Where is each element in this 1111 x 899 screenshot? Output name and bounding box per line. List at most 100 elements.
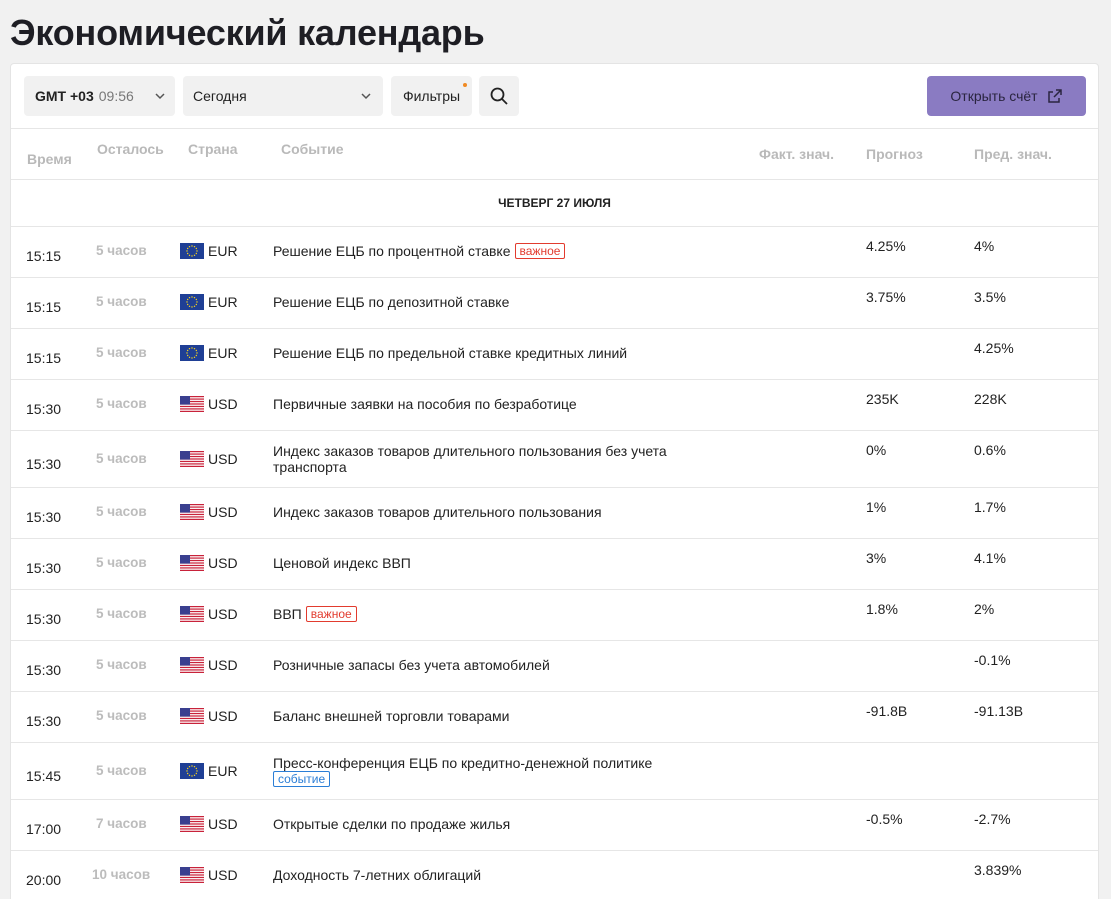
table-row[interactable]: 15:30 5 часов USD Баланс внешней торговли т… xyxy=(11,692,1098,743)
row-currency: USD xyxy=(208,555,238,571)
row-time-left: 5 часов xyxy=(96,243,147,258)
row-time-left: 5 часов xyxy=(96,657,147,672)
row-event-title: Решение ЕЦБ по процентной ставке xyxy=(273,243,511,259)
table-row[interactable]: 17:00 7 часов USD Открытые сделки по продаж… xyxy=(11,800,1098,851)
column-forecast: Прогноз xyxy=(866,146,923,162)
row-event[interactable]: Решение ЕЦБ по депозитной ставке xyxy=(273,294,703,310)
eu-flag-icon xyxy=(180,294,204,310)
row-time: 15:30 xyxy=(26,456,62,472)
row-time: 15:30 xyxy=(26,611,62,627)
table-row[interactable]: 15:45 5 часов EUR Пресс-конференция ЕЦБ по … xyxy=(11,743,1098,800)
search-button[interactable] xyxy=(479,76,519,116)
table-row[interactable]: 15:30 5 часов USD ВВП важное 1.8% 2% xyxy=(11,590,1098,641)
row-country: USD xyxy=(180,504,238,520)
row-prev: 3.839% xyxy=(974,862,1022,878)
table-row[interactable]: 15:30 5 часов USD Индекс заказов товаров дл… xyxy=(11,488,1098,539)
row-country: EUR xyxy=(180,345,238,361)
row-time: 15:30 xyxy=(26,509,62,525)
row-currency: USD xyxy=(208,396,238,412)
timezone-label: GMT +03 xyxy=(35,88,94,104)
open-account-button[interactable]: Открыть счёт xyxy=(927,76,1086,116)
us-flag-icon xyxy=(180,396,204,412)
row-forecast: -91.8B xyxy=(866,703,908,719)
row-country: USD xyxy=(180,451,238,467)
row-currency: USD xyxy=(208,504,238,520)
table-row[interactable]: 15:30 5 часов USD Индекс заказов товаров дл… xyxy=(11,431,1098,488)
row-event-title: Решение ЕЦБ по предельной ставке кредитн… xyxy=(273,345,628,361)
row-currency: EUR xyxy=(208,763,238,779)
us-flag-icon xyxy=(180,816,204,832)
row-country: USD xyxy=(180,657,238,673)
row-event-title: Индекс заказов товаров длительного польз… xyxy=(273,443,667,475)
row-time: 15:30 xyxy=(26,662,62,678)
column-country: Страна xyxy=(188,141,238,157)
row-time-left: 5 часов xyxy=(96,294,147,309)
row-currency: USD xyxy=(208,451,238,467)
row-event[interactable]: Решение ЕЦБ по предельной ставке кредитн… xyxy=(273,345,703,361)
row-event-title: Баланс внешней торговли товарами xyxy=(273,708,510,724)
row-time-left: 5 часов xyxy=(96,345,147,360)
row-currency: USD xyxy=(208,867,238,883)
row-country: USD xyxy=(180,816,238,832)
row-event[interactable]: Решение ЕЦБ по процентной ставке важное xyxy=(273,243,703,259)
date-select[interactable]: Сегодня xyxy=(183,76,383,116)
row-forecast: -0.5% xyxy=(866,811,903,827)
eu-flag-icon xyxy=(180,763,204,779)
row-time: 15:30 xyxy=(26,713,62,729)
row-currency: EUR xyxy=(208,345,238,361)
row-event[interactable]: ВВП важное xyxy=(273,606,703,622)
table-row[interactable]: 20:00 10 часов USD Доходность 7-летних обли… xyxy=(11,851,1098,899)
us-flag-icon xyxy=(180,657,204,673)
table-row[interactable]: 15:30 5 часов USD Ценовой индекс ВВП 3% 4.1% xyxy=(11,539,1098,590)
timezone-select[interactable]: GMT +03 09:56 xyxy=(24,76,175,116)
row-currency: USD xyxy=(208,816,238,832)
table-row[interactable]: 15:15 5 часов EUR Решение ЕЦБ по депозитной… xyxy=(11,278,1098,329)
row-prev: -0.1% xyxy=(974,652,1011,668)
table-row[interactable]: 15:30 5 часов USD Розничные запасы без учет… xyxy=(11,641,1098,692)
row-event[interactable]: Индекс заказов товаров длительного польз… xyxy=(273,443,703,475)
column-prev: Пред. знач. xyxy=(974,146,1052,162)
table-row[interactable]: 15:15 5 часов EUR Решение ЕЦБ по процентной… xyxy=(11,227,1098,278)
row-prev: -2.7% xyxy=(974,811,1011,827)
us-flag-icon xyxy=(180,555,204,571)
row-event[interactable]: Индекс заказов товаров длительного польз… xyxy=(273,504,703,520)
row-forecast: 1% xyxy=(866,499,887,515)
row-event[interactable]: Ценовой индекс ВВП xyxy=(273,555,703,571)
row-forecast: 235K xyxy=(866,391,899,407)
row-event[interactable]: Первичные заявки на пособия по безработи… xyxy=(273,396,703,412)
row-prev: 3.5% xyxy=(974,289,1006,305)
table-header: Время Осталось Страна Событие Факт. знач… xyxy=(11,129,1098,180)
row-country: USD xyxy=(180,606,238,622)
page-title: Экономический календарь xyxy=(10,12,485,53)
row-prev: 1.7% xyxy=(974,499,1006,515)
important-badge: важное xyxy=(514,243,566,259)
row-event[interactable]: Розничные запасы без учета автомобилей xyxy=(273,657,703,673)
timezone-time: 09:56 xyxy=(98,88,134,104)
us-flag-icon xyxy=(180,451,204,467)
table-row[interactable]: 15:30 5 часов USD Первичные заявки на пособ… xyxy=(11,380,1098,431)
row-event-title: Решение ЕЦБ по депозитной ставке xyxy=(273,294,510,310)
row-time-left: 5 часов xyxy=(96,504,147,519)
row-event[interactable]: Пресс-конференция ЕЦБ по кредитно-денежн… xyxy=(273,755,703,787)
row-time-left: 5 часов xyxy=(96,606,147,621)
filters-button[interactable]: Фильтры xyxy=(391,76,472,116)
row-time: 15:45 xyxy=(26,768,62,784)
row-time: 20:00 xyxy=(26,872,62,888)
row-country: USD xyxy=(180,555,238,571)
column-left: Осталось xyxy=(97,141,164,157)
row-prev: 4% xyxy=(974,238,995,254)
table-row[interactable]: 15:15 5 часов EUR Решение ЕЦБ по предельной… xyxy=(11,329,1098,380)
row-event-title: Первичные заявки на пособия по безработи… xyxy=(273,396,577,412)
search-icon xyxy=(490,87,508,105)
us-flag-icon xyxy=(180,606,204,622)
row-currency: EUR xyxy=(208,294,238,310)
row-event[interactable]: Доходность 7-летних облигаций xyxy=(273,867,703,883)
row-event[interactable]: Баланс внешней торговли товарами xyxy=(273,708,703,724)
column-fact: Факт. знач. xyxy=(759,146,835,162)
date-select-value: Сегодня xyxy=(193,88,247,104)
row-country: USD xyxy=(180,867,238,883)
row-event-title: Открытые сделки по продаже жилья xyxy=(273,816,511,832)
row-time-left: 5 часов xyxy=(96,451,147,466)
row-country: EUR xyxy=(180,243,238,259)
row-event[interactable]: Открытые сделки по продаже жилья xyxy=(273,816,703,832)
